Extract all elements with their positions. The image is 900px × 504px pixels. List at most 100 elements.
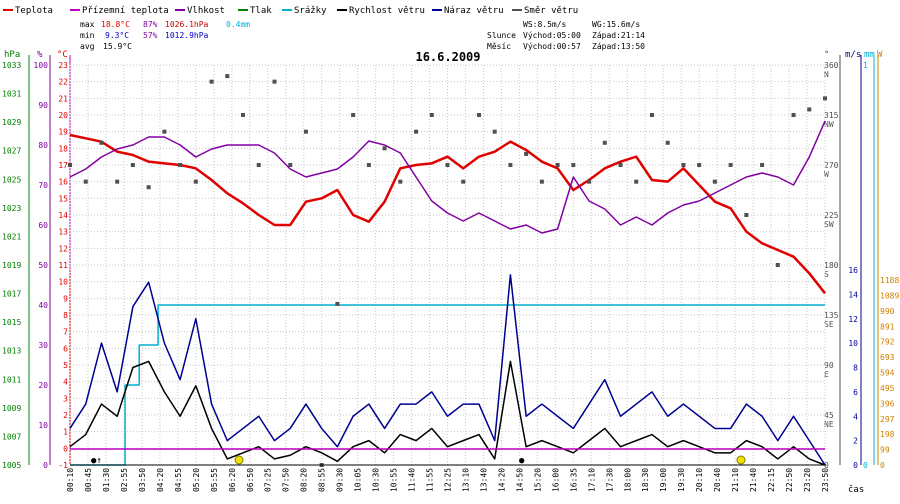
wind-direction-point	[524, 151, 529, 156]
time-label: 06:20	[228, 468, 237, 492]
direction-tick-deg: 0	[824, 461, 829, 470]
direction-tick-deg: 135	[824, 311, 839, 320]
legend-vlhkost: Vlhkost	[187, 6, 225, 16]
pressure-tick: 1021	[2, 232, 21, 241]
time-label: 08:20	[300, 468, 309, 492]
info-moon-set: Západ:13:50	[592, 42, 645, 51]
wind-direction-point	[634, 179, 639, 184]
pressure-tick: 1027	[2, 147, 21, 156]
pressure-tick: 1023	[2, 204, 21, 213]
time-label: 20:10	[695, 468, 704, 492]
time-label: 09:30	[336, 468, 345, 492]
wind-direction-point	[539, 179, 544, 184]
humidity-tick: 0	[43, 461, 48, 470]
wind-direction-point	[744, 213, 749, 217]
pressure-tick: 1011	[2, 375, 21, 384]
time-label: 22:15	[767, 468, 776, 492]
temp-tick: 5	[63, 361, 68, 370]
time-label: 05:20	[192, 468, 201, 492]
info-block: WS:8.5m/s WG:15.6m/s Slunce Východ:05:00…	[487, 20, 645, 51]
info-sun-label: Slunce	[487, 31, 516, 40]
humidity-tick: 70	[38, 181, 48, 190]
stat-max-temp: 18.8°C	[101, 20, 130, 29]
solar-tick: 792	[880, 338, 895, 347]
temp-tick: 15	[58, 194, 68, 203]
temp-tick: 17	[58, 161, 68, 170]
temp-tick: 9	[63, 294, 68, 303]
solar-tick: 1089	[880, 291, 899, 300]
stats-block: max 18.8°C 87% 1026.1hPa 0.4mm min 9.3°C…	[80, 20, 250, 51]
wind-direction-point	[382, 146, 387, 151]
legend-smer-vetru: Směr větru	[524, 6, 578, 16]
temp-tick: 12	[58, 244, 68, 253]
wind-direction-point	[241, 113, 246, 117]
axis-unit-w: W	[877, 50, 883, 60]
wind-direction-point	[476, 113, 481, 117]
series-line-vlhkost	[69, 120, 826, 234]
info-moon-rise: Východ:00:57	[523, 42, 581, 51]
temp-tick: 13	[58, 228, 68, 237]
humidity-tick: 40	[38, 301, 48, 310]
time-label: 17:30	[605, 468, 614, 492]
humidity-tick: 80	[38, 141, 48, 150]
wind-direction-point	[445, 163, 450, 167]
temp-tick: 4	[63, 378, 68, 387]
wind-direction-point	[256, 163, 261, 167]
legend-rychlost-vetru: Rychlost větru	[349, 6, 425, 16]
wind-direction-point	[414, 129, 419, 134]
axis-unit-hpa: hPa	[4, 50, 20, 60]
grid-layer	[69, 64, 826, 466]
stat-avg-label: avg	[80, 42, 95, 51]
stat-min-press: 1012.9hPa	[165, 31, 209, 40]
wind-direction-point	[508, 163, 513, 167]
time-label: 10:55	[390, 468, 399, 492]
wind-direction-point	[697, 163, 702, 167]
wind-tick: 2	[853, 437, 858, 446]
time-label: 23:50	[821, 468, 830, 492]
solar-tick: 0	[880, 461, 885, 470]
humidity-tick: 50	[38, 261, 48, 270]
time-label: 15:20	[533, 468, 542, 492]
wind-direction-point	[461, 179, 466, 184]
humidity-tick: 60	[38, 221, 48, 230]
wind-direction-point	[178, 163, 183, 167]
humidity-tick: 20	[38, 381, 48, 390]
temp-tick: 22	[58, 78, 68, 87]
time-label: 22:50	[785, 468, 794, 492]
wind-direction-point	[649, 113, 654, 117]
time-label: 10:30	[372, 468, 381, 492]
stat-min-label: min	[80, 31, 95, 40]
direction-tick-deg: 90	[824, 361, 834, 370]
axis-unit-dir: °	[824, 50, 829, 60]
wind-direction-point	[398, 179, 403, 184]
wind-direction-point	[272, 79, 277, 84]
axis-unit-temp: °C	[57, 50, 68, 60]
rain-tick: 0	[863, 461, 868, 470]
time-label: 23:20	[803, 468, 812, 492]
wind-tick: 8	[853, 364, 858, 373]
time-label: 14:50	[515, 468, 524, 492]
time-label: 07:50	[282, 468, 291, 492]
direction-tick-deg: 270	[824, 161, 839, 170]
chart-title: 16.6.2009	[415, 50, 480, 64]
wind-direction-point	[335, 301, 340, 306]
time-label: 04:20	[156, 468, 165, 492]
axis-unit-ms: m/s	[845, 50, 861, 60]
solar-tick: 693	[880, 353, 895, 362]
temp-tick: 16	[58, 178, 68, 187]
time-label: 02:55	[120, 468, 129, 492]
wind-tick: 10	[848, 339, 858, 348]
stat-max-press: 1026.1hPa	[165, 20, 209, 29]
info-ws: WS:8.5m/s	[523, 20, 567, 29]
wind-direction-point	[665, 140, 670, 145]
wind-direction-point	[555, 163, 560, 167]
wind-direction-point	[130, 163, 135, 167]
direction-tick-deg: 225	[824, 211, 839, 220]
direction-tick-dir: W	[824, 170, 829, 179]
pressure-tick: 1031	[2, 90, 21, 99]
wind-tick: 12	[848, 315, 858, 324]
legend-naraz-vetru: Náraz větru	[444, 6, 504, 16]
pressure-tick: 1029	[2, 118, 21, 127]
